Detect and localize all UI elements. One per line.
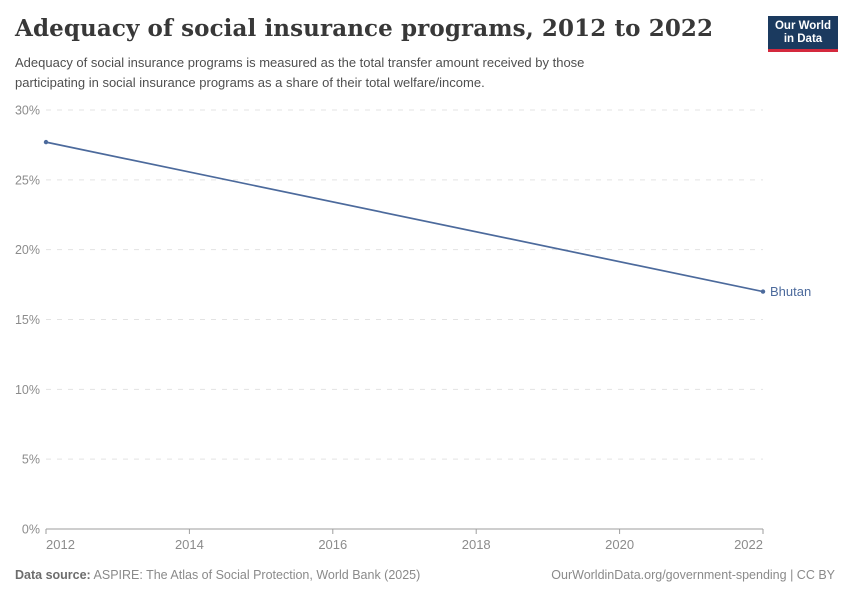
series-line-bhutan[interactable] <box>45 141 764 293</box>
chart-footer: Data source: ASPIRE: The Atlas of Social… <box>15 567 835 583</box>
x-tick-label: 2012 <box>46 537 75 552</box>
chart-subtitle: Adequacy of social insurance programs is… <box>15 53 584 93</box>
data-source-label: Data source: <box>15 568 91 582</box>
x-tick-label: 2014 <box>175 537 204 552</box>
owid-logo-line2: in Data <box>783 32 823 45</box>
y-tick-label: 20% <box>15 243 40 257</box>
owid-logo[interactable]: Our World in Data <box>768 16 838 52</box>
y-tick-label: 25% <box>15 173 40 187</box>
y-tick-label: 15% <box>15 313 40 327</box>
y-tick-label: 30% <box>15 104 40 118</box>
chart-subtitle-line1: Adequacy of social insurance programs is… <box>15 55 585 70</box>
data-source: Data source: ASPIRE: The Atlas of Social… <box>15 567 420 583</box>
y-tick-label: 10% <box>15 383 40 397</box>
owid-url-link[interactable]: OurWorldinData.org/government-spending <box>551 568 787 582</box>
series-start-dot <box>43 139 49 145</box>
series-end-dot <box>760 289 766 294</box>
x-tick-label: 2016 <box>318 537 347 552</box>
y-tick-label: 0% <box>22 523 40 537</box>
x-tick-label: 2018 <box>462 537 491 552</box>
footer-attribution: OurWorldinData.org/government-spending |… <box>551 567 835 583</box>
license-text: | CC BY <box>786 568 835 582</box>
x-tick-label: 2020 <box>605 537 634 552</box>
data-source-text: ASPIRE: The Atlas of Social Protection, … <box>90 568 421 582</box>
y-tick-label: 5% <box>22 453 40 467</box>
chart-subtitle-line2: participating in social insurance progra… <box>15 75 485 90</box>
series-label[interactable]: Bhutan <box>770 284 811 299</box>
page-title: Adequacy of social insurance programs, 2… <box>15 15 714 42</box>
x-tick-label: 2022 <box>734 537 763 552</box>
owid-logo-line1: Our World <box>774 19 831 32</box>
